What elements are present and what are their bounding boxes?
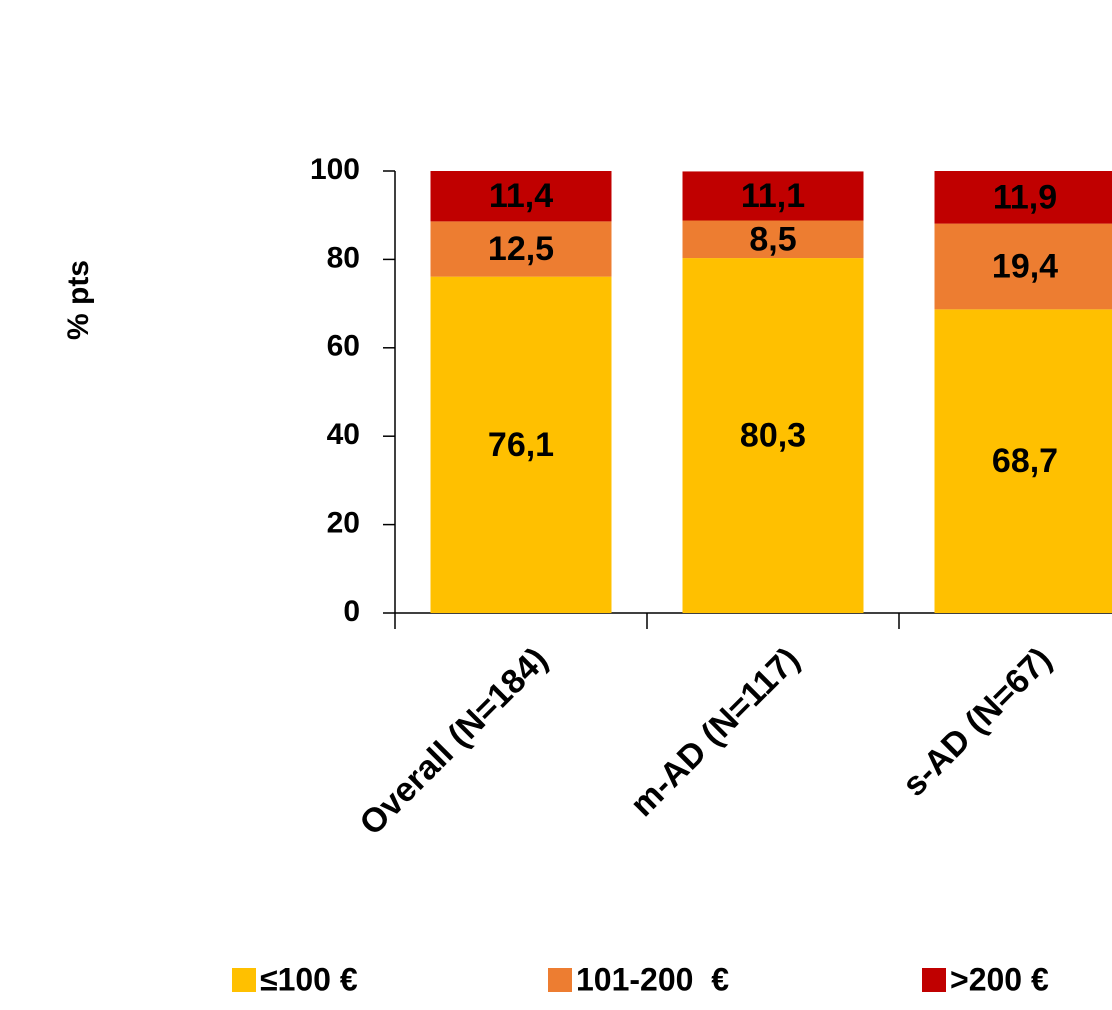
data-label: 12,5 [488,230,554,268]
data-label: 76,1 [488,426,554,464]
x-tick-label: Overall (N=184) [352,640,555,843]
bar-segment [430,276,612,613]
bar-segment [430,171,612,222]
bar-segment [682,258,864,613]
y-tick-label: 80 [327,241,360,274]
bar-segment [430,221,612,277]
data-label: 11,9 [993,178,1057,216]
data-label: 19,4 [992,247,1058,285]
bar-segment [934,171,1112,224]
data-label: 68,7 [992,442,1058,480]
y-tick-label: 0 [343,595,360,628]
x-tick-label: m-AD (N=117) [623,640,807,824]
bar-segment [682,220,864,259]
bar-segment [934,309,1112,613]
legend-label: 101-200 € [576,961,729,997]
y-axis-label: % pts [62,260,95,340]
legend-label: ≤100 € [260,961,358,997]
data-label: 80,3 [740,417,806,455]
y-tick-label: 40 [327,418,360,451]
y-tick-label: 20 [327,507,360,540]
data-label: 8,5 [749,220,796,258]
y-tick-label: 60 [327,330,360,363]
x-tick-label: s-AD (N=67) [895,640,1059,804]
legend-swatch [548,968,572,992]
bar-segment [682,171,864,221]
data-label: 11,1 [741,177,805,215]
data-label: 11,4 [489,177,553,215]
legend-swatch [232,968,256,992]
bar-segment [934,223,1112,310]
legend-label: >200 € [950,961,1049,997]
y-tick-label: 100 [310,153,360,186]
legend-swatch [922,968,946,992]
